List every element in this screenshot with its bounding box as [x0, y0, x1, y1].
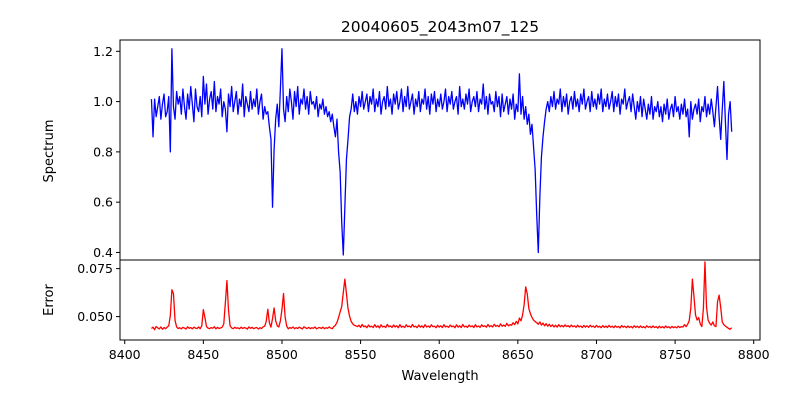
spectrum-y-tick-label: 0.4 [93, 245, 113, 260]
x-tick-label: 8600 [423, 347, 455, 362]
x-tick-label: 8750 [659, 347, 691, 362]
error-series-line [151, 261, 733, 331]
spectrum-panel: 0.4 0.6 0.8 1.0 1.2 [93, 39, 761, 261]
error-y-tick-label: 0.050 [77, 309, 113, 324]
chart-title: 20040605_2043m07_125 [341, 18, 539, 37]
x-tick-label: 8500 [266, 347, 298, 362]
error-y-axis-label: Error [42, 284, 57, 316]
error-panel: 0.050 0.075 8400 8450 8500 8550 8600 8650 8700 87… [77, 259, 770, 362]
x-tick-label: 8700 [581, 347, 613, 362]
spectrum-y-axis-label: Spectrum [42, 120, 57, 183]
spectrum-axes-frame [119, 39, 761, 261]
x-tick-label: 8550 [345, 347, 377, 362]
error-axes-frame [119, 259, 761, 341]
spectrum-y-tick-label: 1.2 [93, 44, 113, 59]
error-y-tick-label: 0.075 [77, 261, 113, 276]
spectrum-y-tick-label: 0.8 [93, 144, 113, 159]
spectrum-y-tick-label: 1.0 [93, 94, 113, 109]
x-tick-label: 8650 [502, 347, 534, 362]
x-tick-label: 8400 [109, 347, 141, 362]
x-axis-label: Wavelength [401, 369, 478, 384]
spectrum-y-tick-label: 0.6 [93, 195, 113, 210]
x-tick-label: 8450 [187, 347, 219, 362]
spectrum-series-line [150, 48, 733, 256]
x-tick-label: 8800 [738, 347, 770, 362]
